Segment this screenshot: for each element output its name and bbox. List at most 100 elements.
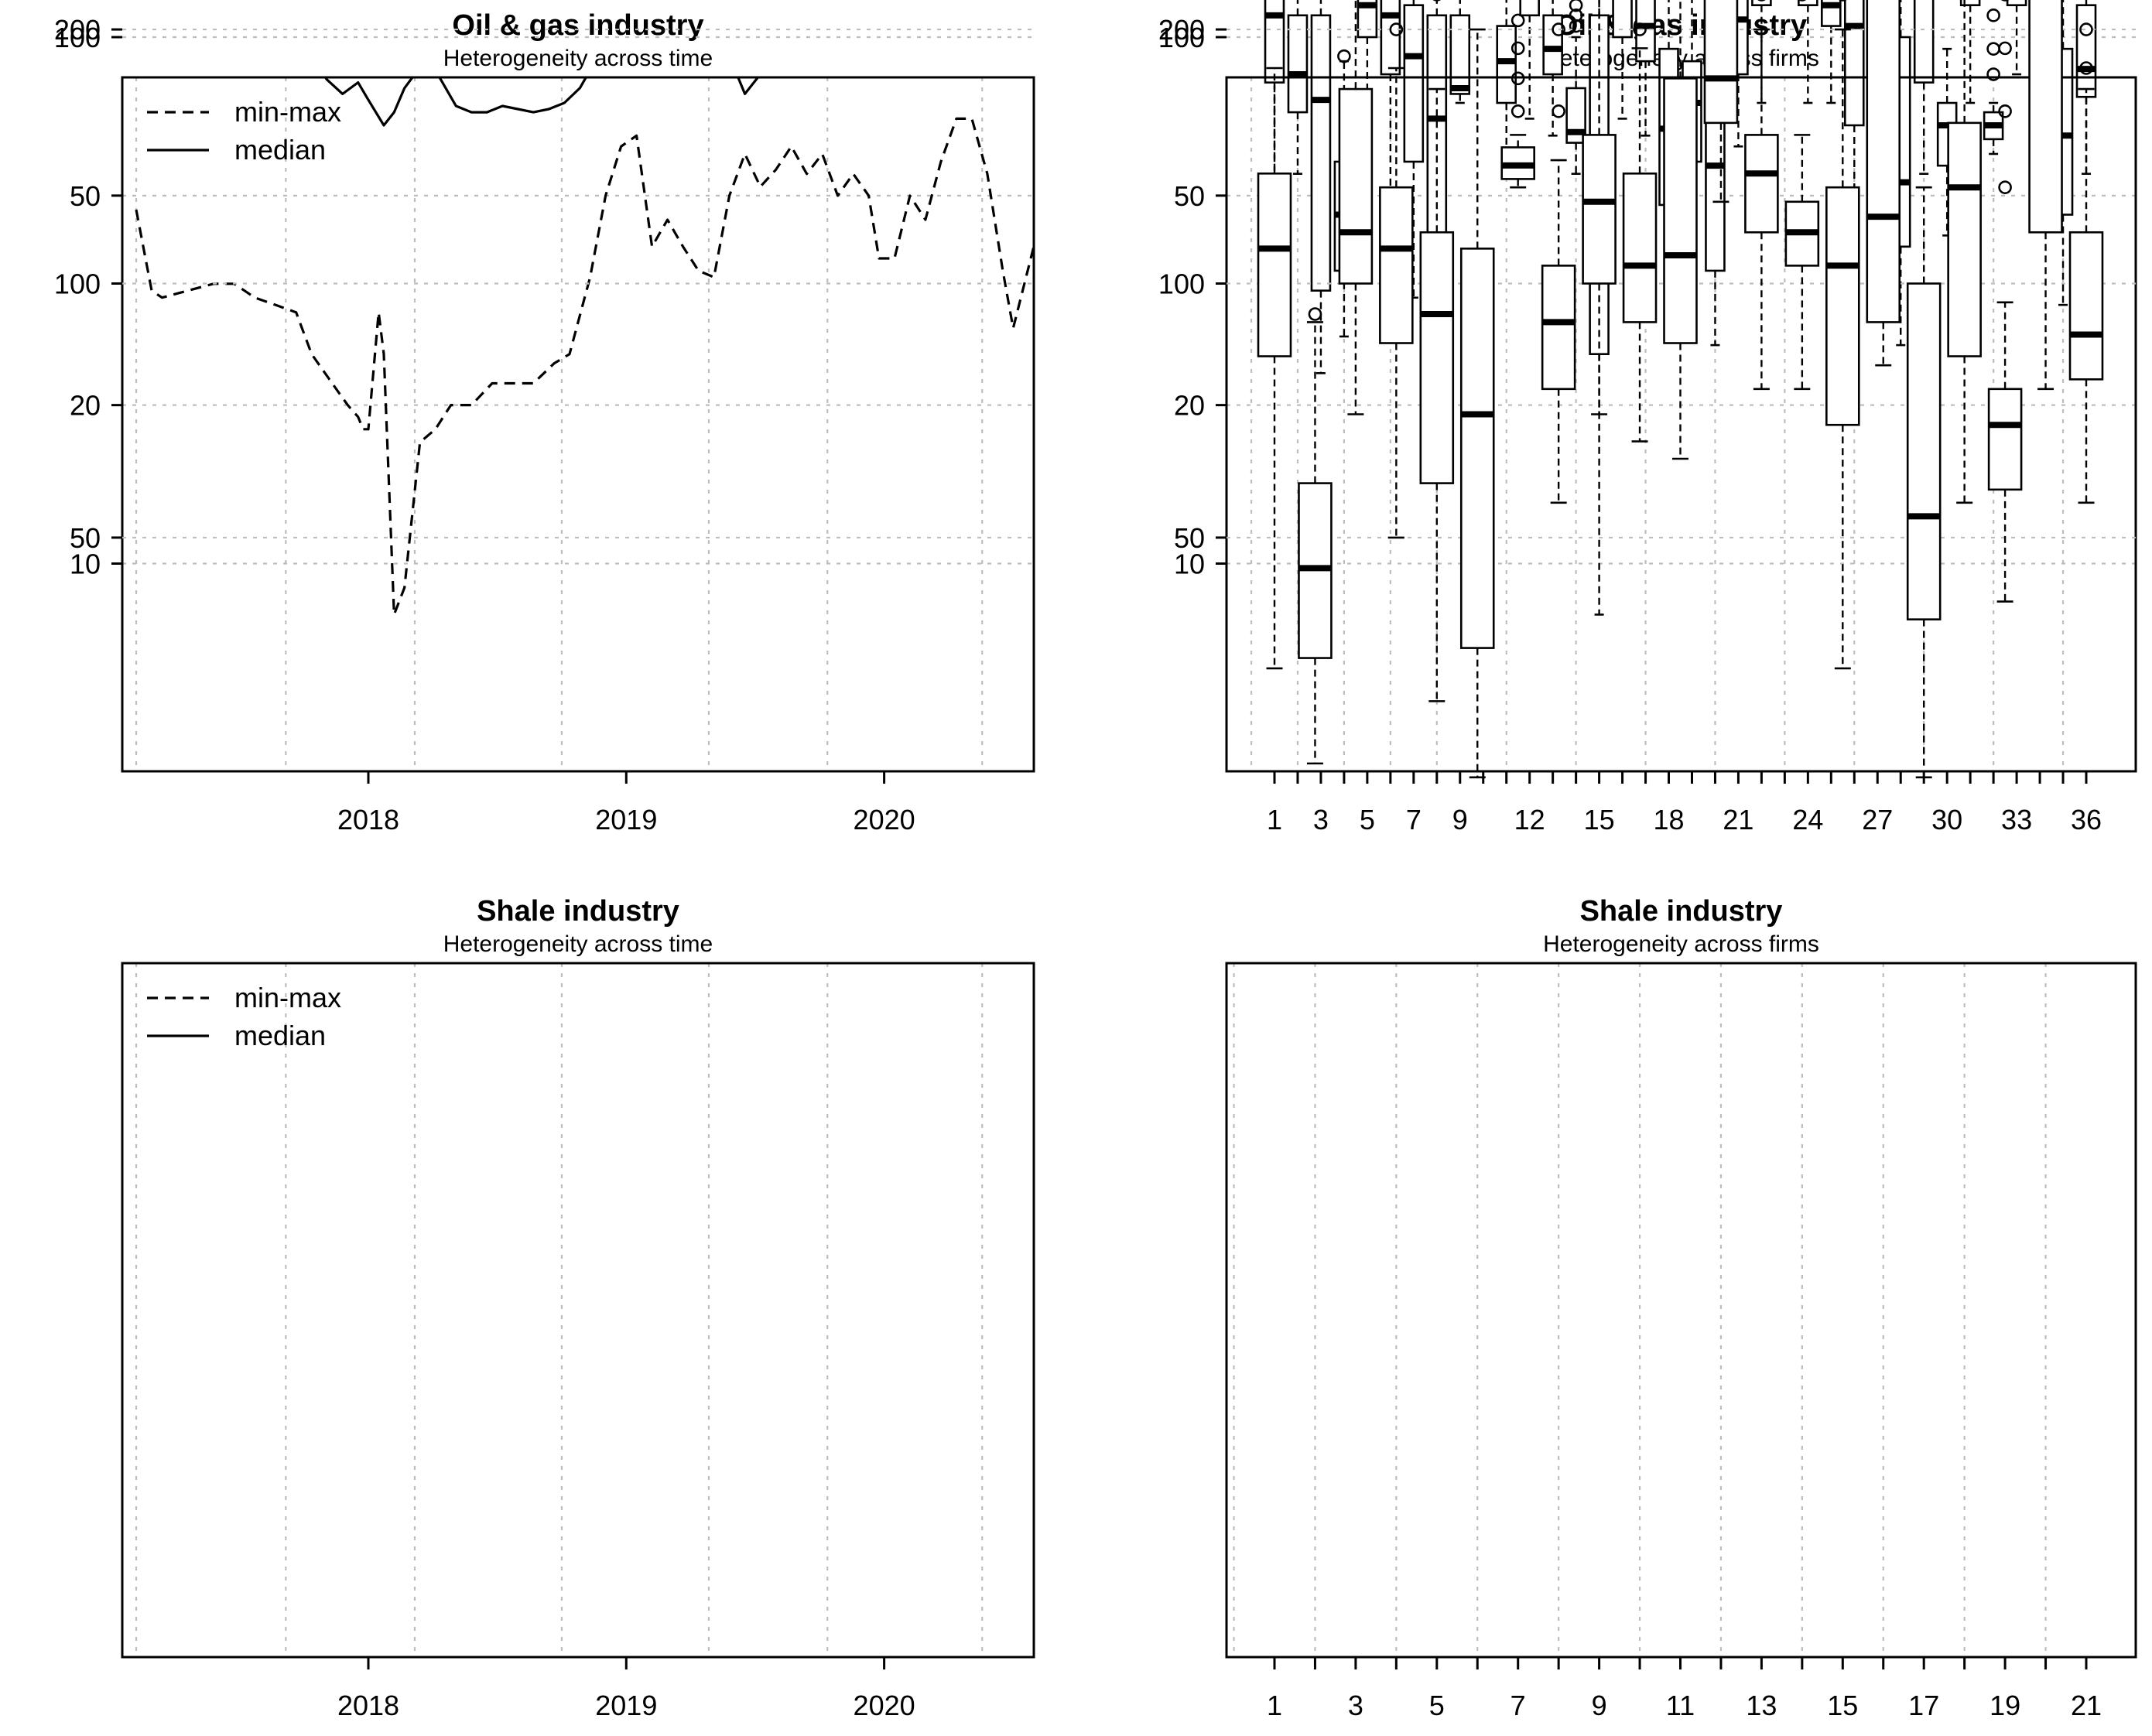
min-line [135, 117, 1034, 617]
iqr-box [2068, 231, 2104, 381]
outlier-point [1308, 307, 1322, 321]
box-firm-6 [1459, 28, 1495, 779]
x-tick-label: 33 [2001, 804, 2032, 836]
iqr-box [1287, 14, 1309, 114]
outlier-point [1998, 41, 2012, 56]
x-tick-label: 5 [1429, 1690, 1445, 1721]
outlier-point [1389, 22, 1404, 36]
outlier-point [2079, 61, 2093, 75]
x-tick-label: 3 [1313, 804, 1329, 836]
x-tick-label: 30 [1931, 804, 1962, 836]
box-firm-24 [1798, 0, 1818, 104]
y-tick-label: 100 [54, 22, 101, 53]
x-tick-label: 1 [1267, 1690, 1282, 1721]
outlier-point [1986, 9, 2000, 22]
x-tick-label: 7 [1511, 1690, 1526, 1721]
legend: min-max median [147, 96, 341, 166]
panel-4: Shale industry Heterogeneity across firms… [1158, 0, 2137, 1721]
x-tick-label: 24 [1792, 804, 1823, 836]
box-firm-7 [1500, 13, 1535, 189]
iqr-box [1519, 0, 1540, 17]
iqr-box [1357, 0, 1378, 39]
x-tick-label: 12 [1514, 804, 1545, 836]
series-group [135, 77, 1034, 617]
box-firm-7 [1403, 0, 1425, 299]
iqr-box [1825, 186, 1860, 426]
box-firm-10 [1622, 22, 1658, 443]
x-tick-label: 15 [1584, 804, 1615, 836]
y-tick-label: 50 [70, 180, 101, 212]
outlier-point [1552, 22, 1565, 36]
box-firm-3 [1338, 0, 1374, 415]
box-firm-15 [1825, 0, 1860, 670]
y-tick-label: 20 [70, 390, 101, 422]
iqr-box [1798, 0, 1818, 6]
iqr-box [1403, 4, 1425, 163]
y-tick-label: 100 [1158, 22, 1205, 53]
iqr-box [1612, 0, 1633, 39]
iqr-box [1622, 173, 1658, 323]
box-firm-17 [1906, 186, 1942, 779]
x-tick-label: 2019 [595, 804, 657, 836]
outlier-point [1511, 13, 1525, 28]
outlier-point [1337, 49, 1351, 63]
panel-3: Shale industry Heterogeneity across time 2… [54, 14, 1035, 1721]
box-firm-9 [1449, 0, 1471, 104]
plot-frame [121, 76, 1035, 773]
box-firm-14 [1784, 0, 1820, 391]
x-tick-label: 11 [1666, 1690, 1695, 1721]
x-tick-label: 1 [1267, 804, 1282, 836]
box-firm-21 [2068, 22, 2104, 504]
y-tick-label: 50 [70, 522, 101, 554]
iqr-box [1751, 0, 1772, 6]
y-tick-label: 50 [1174, 522, 1205, 554]
box-firm-8 [1541, 22, 1576, 504]
iqr-box [1496, 25, 1517, 104]
box-firm-2 [1298, 307, 1333, 765]
plot-frame [1225, 962, 2137, 1659]
box-firm-19 [1987, 0, 2023, 603]
x-tick-label: 9 [1452, 804, 1468, 836]
y-tick-label: 100 [54, 268, 101, 300]
box-firm-4 [1379, 22, 1414, 539]
x-tick-label: 7 [1406, 804, 1422, 836]
y-tick-label: 10 [70, 548, 101, 580]
iqr-box [1906, 282, 1942, 620]
x-tick-label: 15 [1827, 1690, 1858, 1721]
y-tick-label: 50 [1174, 180, 1205, 212]
outlier-point [1511, 71, 1525, 86]
x-tick-label: 18 [1653, 804, 1684, 836]
iqr-box [1419, 231, 1455, 484]
legend: min-max median [147, 982, 341, 1051]
box-firm-12 [1519, 0, 1540, 120]
x-tick-label: 17 [1908, 1690, 1939, 1721]
x-tick-label: 36 [2071, 804, 2102, 836]
iqr-box [1987, 388, 2023, 491]
outlier-point [2079, 22, 2093, 36]
x-tick-label: 13 [1746, 1690, 1777, 1721]
box-firm-31 [1959, 0, 1981, 104]
iqr-box [1542, 14, 1563, 76]
iqr-box [1310, 14, 1332, 292]
x-tick-label: 19 [1989, 1690, 2020, 1721]
x-tick-label: 27 [1862, 804, 1893, 836]
x-tick-label: 2018 [337, 804, 399, 836]
iqr-box [1264, 0, 1285, 84]
box-firm-33 [2006, 0, 2027, 76]
iqr-box [1959, 0, 1981, 6]
box-firm-25 [1821, 0, 1842, 104]
y-tick-label: 10 [1174, 548, 1205, 580]
outlier-point [1998, 104, 2012, 118]
x-tick-label: 2020 [854, 804, 915, 836]
plot-frame [121, 962, 1035, 1659]
box-firm-3 [1310, 0, 1332, 374]
iqr-box [2075, 4, 2097, 98]
x-tick-label: 9 [1592, 1690, 1607, 1721]
box-firm-13 [1542, 0, 1563, 137]
iqr-box [1947, 121, 1982, 357]
box-firm-13 [1744, 0, 1779, 391]
y-tick-label: 200 [1158, 14, 1205, 46]
legend-label: median [234, 1020, 326, 1051]
iqr-box [1449, 14, 1471, 95]
